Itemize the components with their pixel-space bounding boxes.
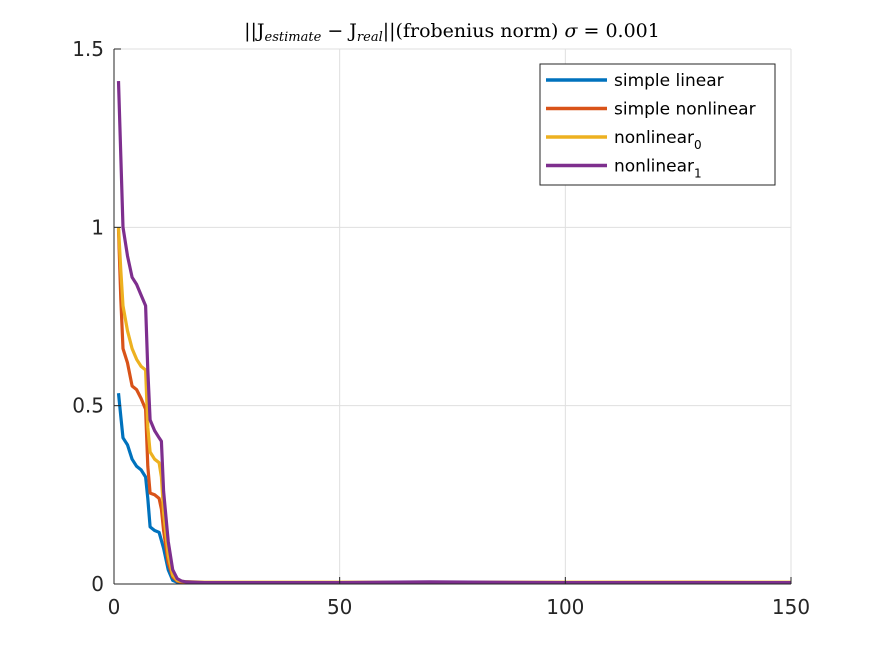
- y-tick-label: 1.5: [72, 37, 104, 61]
- axes: 0 50 100 150 0 0.5 1 1.5: [72, 37, 810, 619]
- chart-title: ||Jestimate − Jreal||(frobenius norm) σ …: [244, 20, 660, 45]
- x-tick-label: 150: [772, 595, 810, 619]
- y-tick-label: 1: [91, 215, 104, 239]
- y-tick-label: 0.5: [72, 394, 104, 418]
- legend-label-4: nonlinear1: [614, 157, 702, 181]
- x-tick-label: 100: [546, 595, 584, 619]
- legend-label-2: simple nonlinear: [614, 100, 756, 120]
- x-tick-label: 0: [108, 595, 121, 619]
- legend-label-3: nonlinear0: [614, 128, 702, 152]
- y-tick-label: 0: [91, 572, 104, 596]
- legend: simple linear simple nonlinear nonlinear0 n…: [539, 63, 776, 186]
- series-line-4: [116, 81, 791, 585]
- series-lines: [116, 81, 792, 585]
- x-tick-label: 50: [327, 595, 352, 619]
- legend-label-1: simple linear: [614, 71, 724, 91]
